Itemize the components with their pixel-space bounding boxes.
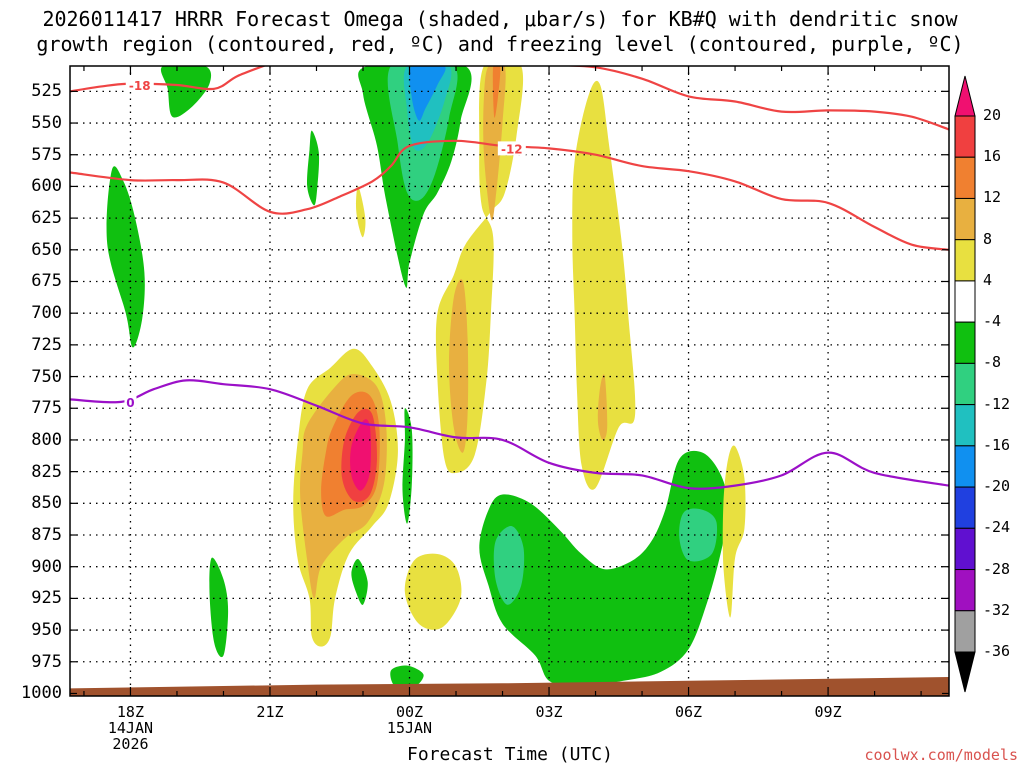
plot-frame bbox=[69, 65, 950, 697]
contour-label-bg-dendritic-top bbox=[125, 78, 154, 93]
colorbar-label-3: 8 bbox=[983, 229, 993, 248]
omega-region-teal-12 bbox=[493, 526, 525, 605]
colorbar-box-10 bbox=[954, 527, 976, 571]
colorbar-box-7 bbox=[954, 404, 976, 447]
y-tick-label-800: 800 bbox=[31, 429, 62, 450]
contour-label-bg-freezing-level bbox=[124, 394, 137, 409]
y-tick-label-650: 650 bbox=[31, 239, 62, 260]
omega-region-yellow-18 bbox=[572, 80, 636, 490]
ground-surface bbox=[70, 677, 949, 696]
y-tick-label-550: 550 bbox=[31, 113, 62, 134]
x-tick-label-5-0: 09Z bbox=[814, 703, 842, 721]
y-tick-label-775: 775 bbox=[31, 398, 62, 419]
colorbar-box-0 bbox=[954, 115, 976, 158]
colorbar-box-9 bbox=[954, 486, 976, 529]
y-tick-label-875: 875 bbox=[31, 525, 62, 545]
omega-region-magenta-27 bbox=[350, 419, 371, 491]
x-tick-label-2-1: 15JAN bbox=[386, 719, 433, 737]
y-tick-label-900: 900 bbox=[31, 556, 62, 577]
contour-dendritic-bottom bbox=[70, 139, 949, 251]
colorbar-label-4: 4 bbox=[983, 270, 993, 289]
x-tick-label-3-0: 03Z bbox=[535, 703, 563, 721]
omega-region-gold-15 bbox=[449, 279, 469, 453]
y-tick-label-525: 525 bbox=[31, 81, 62, 102]
colorbar-label-5: -4 bbox=[983, 312, 1002, 331]
colorbar-label-2: 12 bbox=[983, 188, 1002, 207]
omega-region-yellow-21 bbox=[404, 553, 462, 630]
omega-region-teal-13 bbox=[679, 508, 718, 562]
colorbar-box-6 bbox=[954, 362, 976, 406]
y-tick-label-925: 925 bbox=[31, 588, 62, 609]
colorbar-box-4 bbox=[954, 280, 976, 323]
y-tick-label-850: 850 bbox=[31, 493, 62, 514]
colorbar-box-3 bbox=[954, 239, 976, 282]
colorbar-label-6: -8 bbox=[983, 353, 1002, 372]
y-tick-label-700: 700 bbox=[31, 303, 62, 324]
omega-region-green-0 bbox=[106, 166, 145, 348]
y-tick-label-675: 675 bbox=[31, 271, 62, 292]
colorbar-box-8 bbox=[954, 445, 976, 488]
colorbar-box-12 bbox=[954, 610, 976, 653]
y-tick-label-750: 750 bbox=[31, 366, 62, 387]
x-tick-label-4-0: 06Z bbox=[675, 703, 703, 721]
colorbar-label-10: -24 bbox=[983, 518, 1011, 537]
colorbar-label-12: -32 bbox=[983, 600, 1011, 619]
colorbar-box-2 bbox=[954, 197, 976, 241]
omega-region-gold-16 bbox=[483, 66, 506, 221]
y-tick-label-600: 600 bbox=[31, 176, 62, 197]
contour-label-freezing-level: 0 bbox=[126, 396, 134, 410]
y-tick-label-825: 825 bbox=[31, 461, 62, 482]
x-tick-label-0-2: 2026 bbox=[112, 735, 149, 753]
omega-region-green-1 bbox=[160, 66, 212, 118]
omega-region-green-8 bbox=[209, 557, 229, 658]
colorbar-label-1: 16 bbox=[983, 147, 1002, 166]
colorbar-box-1 bbox=[954, 156, 976, 199]
colorbar-label-8: -16 bbox=[983, 435, 1011, 454]
chart-title-line2: growth region (contoured, red, ºC) and f… bbox=[36, 32, 964, 56]
contour-dendritic-top-east bbox=[550, 66, 949, 131]
omega-region-yellow-20 bbox=[722, 445, 746, 618]
omega-region-blue-6 bbox=[409, 66, 446, 121]
colorbar-bottom-triangle bbox=[954, 651, 976, 693]
chart-title-line1: 2026011417 HRRR Forecast Omega (shaded, … bbox=[42, 7, 958, 31]
x-tick-label-0-1: 14JAN bbox=[107, 719, 154, 737]
colorbar-top-triangle bbox=[954, 75, 976, 117]
colorbar-label-0: 20 bbox=[983, 106, 1002, 124]
omega-region-green-10 bbox=[390, 665, 424, 689]
omega-region-green-2 bbox=[307, 130, 320, 206]
contour-label-dendritic-bottom: -12 bbox=[501, 142, 523, 156]
x-axis-title: Forecast Time (UTC) bbox=[407, 744, 613, 765]
omega-region-orange-17 bbox=[492, 66, 501, 118]
colorbar-label-7: -12 bbox=[983, 394, 1011, 413]
y-tick-label-625: 625 bbox=[31, 208, 62, 229]
y-tick-label-975: 975 bbox=[31, 651, 62, 672]
omega-region-green-11 bbox=[479, 450, 729, 688]
y-tick-label-1000: 1000 bbox=[21, 683, 62, 704]
contour-label-bg-dendritic-bottom bbox=[497, 141, 526, 156]
contour-freezing-level bbox=[70, 379, 949, 490]
contour-label-dendritic-top: -18 bbox=[129, 79, 151, 93]
x-tick-label-0-0: 18Z bbox=[116, 703, 144, 721]
y-tick-label-575: 575 bbox=[31, 144, 62, 165]
colorbar-label-13: -36 bbox=[983, 642, 1011, 660]
omega-region-gold-19 bbox=[597, 374, 608, 441]
y-tick-label-950: 950 bbox=[31, 620, 62, 641]
omega-region-yellow-22 bbox=[356, 186, 366, 238]
colorbar-box-11 bbox=[954, 569, 976, 612]
x-tick-label-2-0: 00Z bbox=[395, 703, 424, 721]
x-tick-label-1-0: 21Z bbox=[256, 703, 284, 721]
credit-text: coolwx.com/models bbox=[864, 746, 1018, 764]
omega-region-green-9 bbox=[351, 558, 368, 605]
colorbar-box-5 bbox=[954, 321, 976, 364]
contour-dendritic-top bbox=[70, 66, 267, 93]
y-tick-label-725: 725 bbox=[31, 334, 62, 355]
colorbar-label-9: -20 bbox=[983, 477, 1011, 496]
colorbar-label-11: -28 bbox=[983, 559, 1011, 578]
